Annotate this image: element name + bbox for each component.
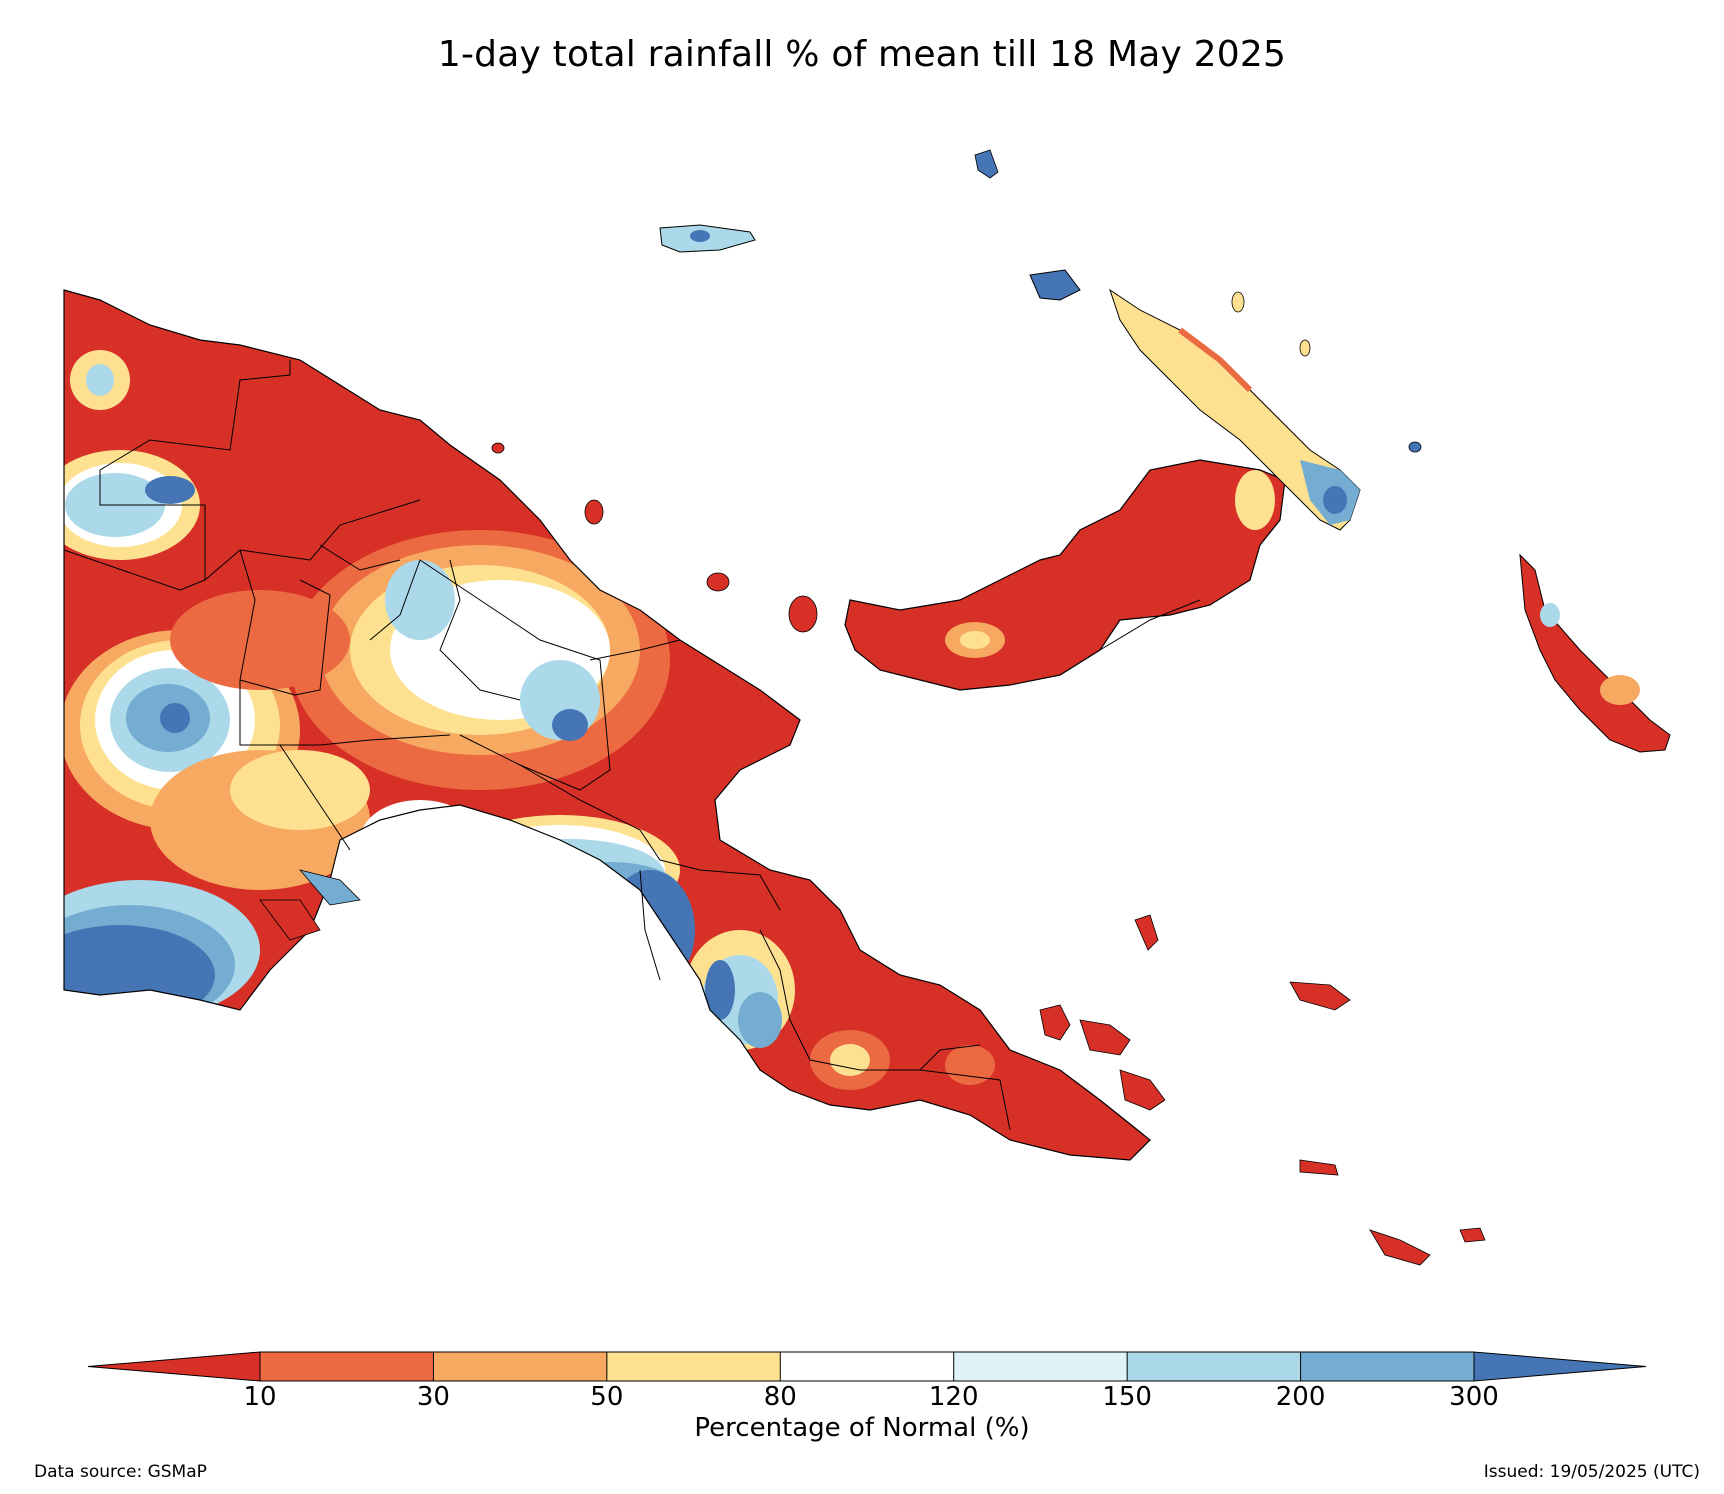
mainland-png — [63, 289, 1151, 1161]
colorbar-tick-label: 300 — [1449, 1382, 1499, 1412]
data-source: Data source: GSMaP — [34, 1462, 207, 1482]
colorbar-tick-label: 10 — [243, 1382, 277, 1412]
issued-date: Issued: 19/05/2025 (UTC) — [1483, 1462, 1700, 1482]
eastern-islands — [1039, 914, 1486, 1266]
province-boundaries — [63, 360, 1011, 1131]
colorbar-tick-label: 120 — [928, 1382, 979, 1412]
colorbar-tick-label: 150 — [1102, 1382, 1152, 1412]
colorbar-label: Percentage of Normal (%) — [694, 1413, 1030, 1443]
new-ireland-island — [1029, 269, 1361, 531]
map-title: 1-day total rainfall % of mean till 18 M… — [437, 34, 1287, 75]
colorbar-tick-label: 50 — [590, 1382, 624, 1412]
colorbar-tick-label: 30 — [416, 1382, 450, 1412]
bougainville-island — [1519, 553, 1671, 753]
colorbar-tick-label: 200 — [1275, 1382, 1326, 1412]
northern-islands — [491, 149, 1422, 633]
colorbar-tick-label: 80 — [763, 1382, 797, 1412]
new-britain-island — [844, 459, 1286, 691]
manus-island — [659, 224, 756, 253]
